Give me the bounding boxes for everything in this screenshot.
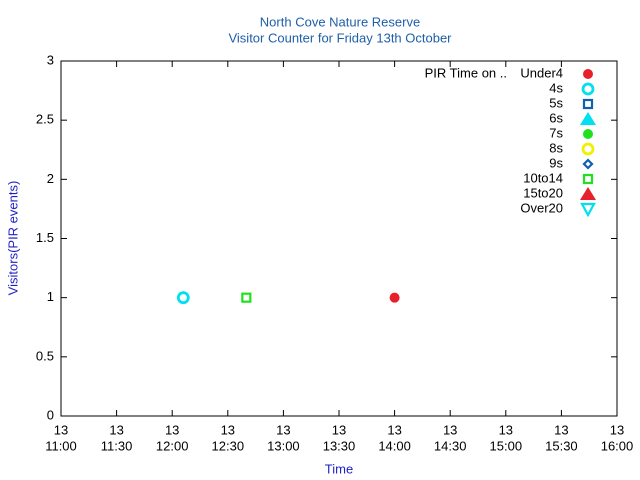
x-tick-label: 13 [443, 422, 457, 437]
x-tick-label: 16:00 [601, 438, 634, 453]
y-tick-label: 0.5 [36, 348, 54, 363]
legend-marker [581, 142, 595, 156]
legend-marker [583, 129, 593, 139]
legend-label: 8s [549, 140, 563, 155]
x-tick-label: 13 [387, 422, 401, 437]
chart-title: North Cove Nature Reserve [260, 14, 420, 29]
data-point [389, 292, 400, 303]
plot-frame [60, 60, 618, 417]
x-tick-label: 13 [54, 422, 68, 437]
x-tick-label: 13:00 [267, 438, 300, 453]
x-tick-label: 13 [165, 422, 179, 437]
x-tick-label: 13 [610, 422, 624, 437]
x-tick-label: 11:30 [101, 438, 133, 453]
legend-label: 15to20 [523, 185, 563, 200]
y-tick-label: 0 [47, 407, 54, 422]
legend-marker [582, 173, 594, 185]
legend-label: 5s [549, 95, 563, 110]
x-tick-label: 11:00 [45, 438, 77, 453]
legend-label: 7s [549, 125, 563, 140]
chart-subtitle: Visitor Counter for Friday 13th October [228, 30, 452, 45]
y-tick-label: 1 [47, 289, 54, 304]
x-tick-label: 12:00 [156, 438, 189, 453]
y-tick-label: 2.5 [36, 112, 54, 127]
legend-marker [583, 69, 593, 79]
x-tick-label: 14:30 [434, 438, 467, 453]
data-point [241, 292, 252, 303]
legend-marker [581, 82, 595, 96]
legend-marker [582, 98, 594, 110]
y-tick-label: 2 [47, 171, 54, 186]
legend-label: Under4 [520, 65, 563, 80]
x-tick-label: 13 [332, 422, 346, 437]
legend-marker [580, 187, 596, 200]
x-tick-label: 13 [499, 422, 513, 437]
y-axis-label: Visitors(PIR events) [5, 181, 20, 296]
legend-label: 6s [549, 110, 563, 125]
legend-label: 10to14 [523, 170, 563, 185]
x-tick-label: 14:00 [378, 438, 411, 453]
legend-title: PIR Time on .. [425, 65, 507, 80]
x-tick-label: 13 [554, 422, 568, 437]
x-tick-label: 12:30 [212, 438, 245, 453]
legend-marker [580, 202, 596, 218]
y-tick-label: 1.5 [36, 230, 54, 245]
x-tick-label: 15:30 [545, 438, 578, 453]
x-tick-label: 13 [276, 422, 290, 437]
legend-marker [582, 158, 594, 170]
legend-label: 9s [549, 155, 563, 170]
x-tick-label: 13 [109, 422, 123, 437]
legend-label: Over20 [520, 200, 563, 215]
legend-label: 4s [549, 80, 563, 95]
x-tick-label: 13 [221, 422, 235, 437]
data-point [176, 291, 190, 305]
x-axis-label: Time [325, 461, 353, 476]
x-tick-label: 13:30 [323, 438, 356, 453]
y-tick-label: 3 [47, 52, 54, 67]
legend-marker [580, 112, 596, 125]
x-tick-label: 15:00 [490, 438, 523, 453]
